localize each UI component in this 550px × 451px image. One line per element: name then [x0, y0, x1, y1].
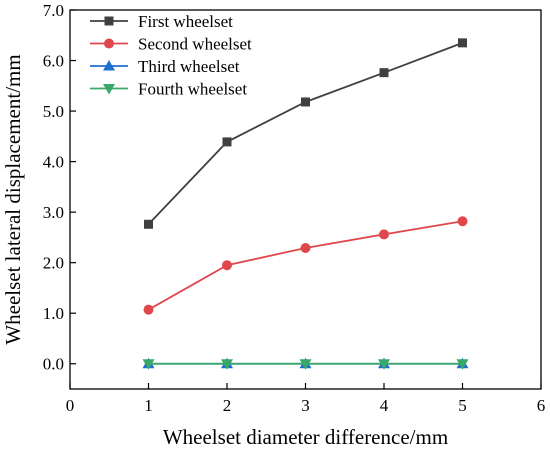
legend-label-first-wheelset: First wheelset	[138, 12, 233, 31]
x-tick-label: 4	[380, 396, 389, 415]
legend-item-fourth-wheelset: Fourth wheelset	[90, 80, 247, 99]
data-point-fourth-wheelset	[221, 359, 233, 370]
data-point-fourth-wheelset	[378, 359, 390, 370]
series-fourth-wheelset	[142, 359, 469, 370]
x-tick-label: 5	[458, 396, 467, 415]
x-tick-label: 0	[66, 396, 75, 415]
data-point-first-wheelset	[301, 97, 310, 107]
series-second-wheelset	[143, 216, 468, 315]
data-point-first-wheelset	[222, 137, 232, 147]
y-tick-label: 3.0	[43, 203, 64, 222]
x-tick-label: 3	[301, 396, 310, 415]
y-tick-label: 1.0	[43, 304, 64, 323]
x-tick-label: 1	[144, 396, 153, 415]
y-tick-label: 5.0	[43, 102, 64, 121]
x-tick-label: 6	[537, 396, 546, 415]
data-point-second-wheelset	[222, 260, 232, 271]
data-point-first-wheelset	[458, 38, 467, 48]
data-point-second-wheelset	[457, 216, 468, 227]
legend-marker-fourth-wheelset	[103, 84, 115, 95]
data-point-fourth-wheelset	[142, 359, 155, 370]
legend-marker-second-wheelset	[104, 38, 114, 49]
y-tick-label: 4.0	[43, 153, 64, 172]
data-point-second-wheelset	[379, 229, 389, 240]
y-tick-label: 0.0	[43, 355, 64, 374]
legend-item-third-wheelset: Third wheelset	[90, 57, 240, 76]
legend-item-second-wheelset: Second wheelset	[90, 35, 252, 54]
legend-marker-third-wheelset	[103, 60, 115, 71]
y-tick-label: 6.0	[43, 52, 64, 71]
data-point-second-wheelset	[300, 243, 311, 254]
series-first-wheelset	[144, 38, 467, 229]
data-point-first-wheelset	[144, 219, 153, 229]
y-tick-label: 2.0	[43, 254, 64, 273]
legend-label-second-wheelset: Second wheelset	[138, 35, 252, 54]
x-tick-label: 2	[223, 396, 232, 415]
x-axis-label: Wheelset diameter difference/mm	[163, 425, 448, 449]
legend-item-first-wheelset: First wheelset	[90, 12, 233, 31]
data-point-fourth-wheelset	[456, 359, 469, 370]
y-tick-label: 7.0	[43, 1, 64, 20]
legend-label-fourth-wheelset: Fourth wheelset	[138, 80, 247, 99]
legend-label-third-wheelset: Third wheelset	[138, 57, 240, 76]
y-axis-label: Wheelset lateral displacement/mm	[1, 54, 25, 344]
legend-marker-first-wheelset	[104, 16, 114, 26]
data-point-fourth-wheelset	[299, 359, 312, 370]
data-point-first-wheelset	[379, 68, 389, 78]
data-point-second-wheelset	[143, 304, 154, 315]
series-line-second-wheelset	[148, 220, 463, 311]
